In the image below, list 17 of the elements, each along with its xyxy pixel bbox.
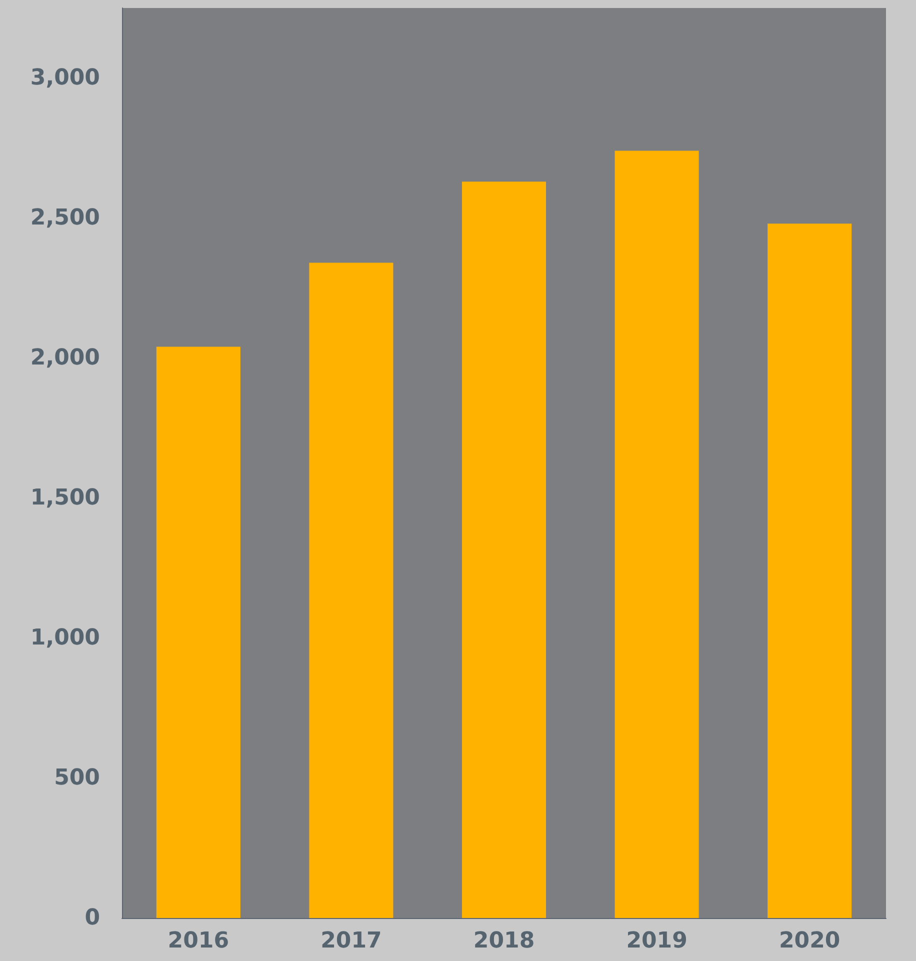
y-tick-label: 500: [54, 766, 100, 790]
y-tick-label: 3,000: [30, 66, 100, 90]
bar: [462, 182, 546, 918]
bar: [156, 346, 240, 918]
bar: [309, 262, 394, 918]
x-tick-label: 2019: [626, 928, 688, 954]
x-tick-label: 2020: [778, 928, 840, 954]
bar: [768, 224, 852, 918]
bar: [614, 150, 699, 918]
y-tick-label: 2,000: [30, 346, 100, 370]
y-tick-label: 1,000: [30, 626, 100, 650]
x-tick-label: 2017: [320, 928, 382, 954]
y-tick-label: 0: [84, 906, 100, 930]
y-tick-label: 1,500: [30, 486, 100, 510]
y-tick-label: 2,500: [30, 206, 100, 230]
x-tick-label: 2018: [473, 928, 535, 954]
x-tick-label: 2016: [168, 928, 230, 954]
